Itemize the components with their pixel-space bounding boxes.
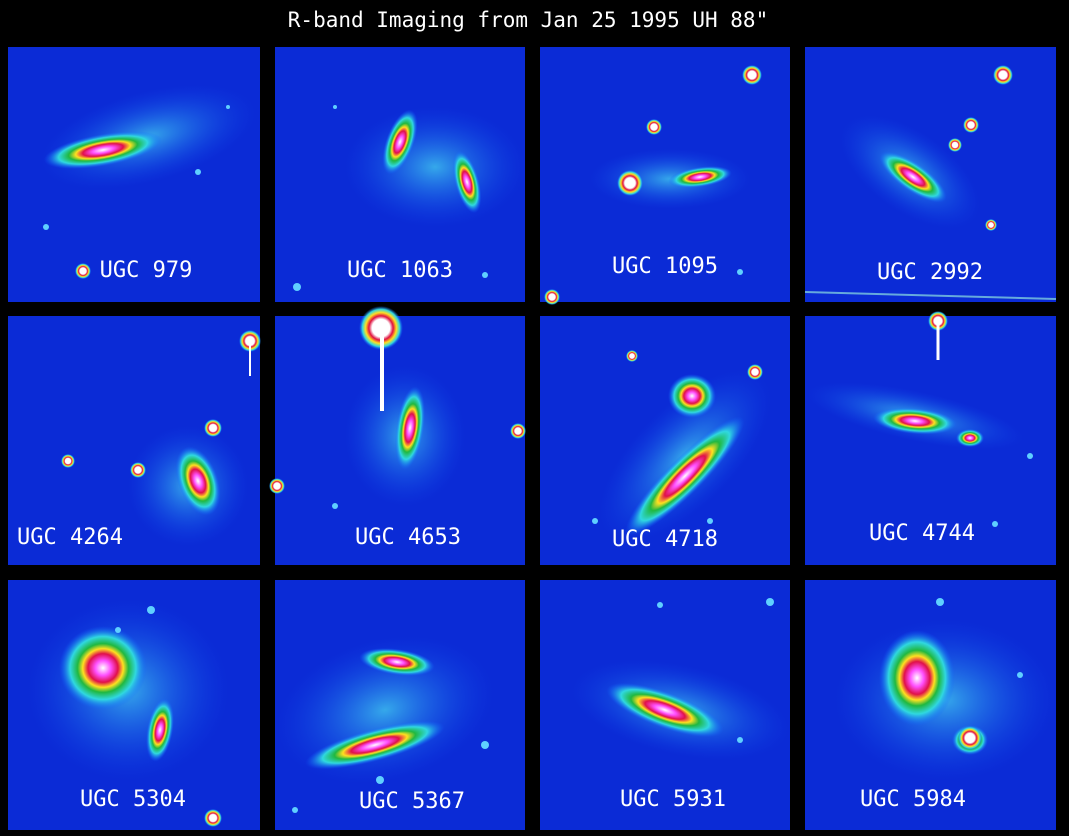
panel: UGC 4744 [805,311,1056,565]
panel-label: UGC 5931 [620,787,726,812]
panel: UGC 4264 [8,316,261,565]
panel-label: UGC 4264 [17,525,123,550]
panel-label: UGC 5304 [80,787,186,812]
panel: UGC 4718 [540,316,790,565]
panel-label: UGC 1095 [612,254,718,279]
panel-label: UGC 5367 [359,789,465,814]
panel-label: UGC 4718 [612,527,718,552]
panel: UGC 2992 [804,47,1057,302]
panel: UGC 5304 [8,580,260,830]
panel-label: UGC 5984 [860,787,966,812]
panel-label: UGC 1063 [347,258,453,283]
panel-label: UGC 4744 [869,521,975,546]
panel-label: UGC 2992 [877,260,983,285]
panel-label: UGC 4653 [355,525,461,550]
panel: UGC 5984 [805,580,1056,830]
panel: UGC 979 [8,47,260,302]
figure-title: R-band Imaging from Jan 25 1995 UH 88" [288,8,768,32]
panel-label: UGC 979 [100,258,193,283]
panel: UGC 1095 [540,47,790,305]
panel: UGC 4653 [269,306,526,565]
panel: UGC 5367 [275,580,525,830]
panel: UGC 5931 [540,580,790,830]
panel: UGC 1063 [275,47,525,302]
